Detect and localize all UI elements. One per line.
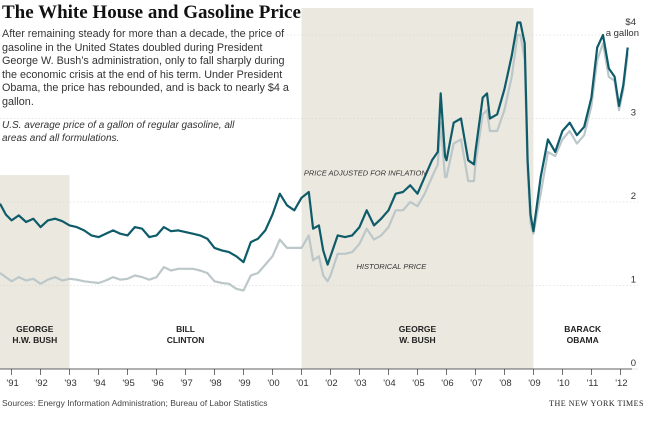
- x-tick-label: '05: [412, 378, 424, 389]
- y-tick-label: $4: [625, 17, 636, 28]
- chart-title: The White House and Gasoline Prices: [2, 2, 309, 23]
- presidency-shade: [301, 8, 534, 369]
- x-tick-label: '91: [6, 378, 18, 389]
- x-tick-label: '94: [93, 378, 105, 389]
- x-tick-label: '97: [180, 378, 192, 389]
- x-tick-label: '02: [325, 378, 337, 389]
- x-tick-label: '11: [587, 378, 599, 389]
- chart-caption: U.S. average price of a gallon of regula…: [2, 120, 235, 144]
- x-tick-label: '92: [35, 378, 47, 389]
- x-tick-label: '06: [441, 378, 453, 389]
- x-tick-label: '07: [470, 378, 482, 389]
- y-tick-label: 3: [631, 108, 636, 119]
- series-annotation: HISTORICAL PRICE: [357, 262, 428, 271]
- presidency-label: BARACK: [564, 324, 602, 334]
- x-tick-label: '96: [151, 378, 163, 389]
- x-tick-label: '09: [528, 378, 540, 389]
- y-unit-label: a gallon: [606, 28, 639, 39]
- y-tick-label: 1: [631, 275, 636, 286]
- x-tick-label: '99: [238, 378, 250, 389]
- presidency-label: OBAMA: [567, 335, 599, 345]
- presidency-shade: [0, 175, 70, 369]
- x-tick-label: '95: [122, 378, 134, 389]
- x-tick-label: '12: [615, 378, 627, 389]
- series-annotation: PRICE ADJUSTED FOR INFLATION: [304, 168, 428, 177]
- presidency-label: BILL: [176, 324, 195, 334]
- presidency-label: H.W. BUSH: [12, 335, 57, 345]
- inflation-adjusted-line: [0, 21, 629, 266]
- y-tick-label: 0: [631, 358, 636, 369]
- x-tick-label: '93: [64, 378, 76, 389]
- chart-subtitle: After remaining steady for more than a d…: [2, 28, 289, 108]
- x-tick-label: '08: [499, 378, 511, 389]
- x-tick-label: '98: [209, 378, 221, 389]
- y-tick-label: 2: [631, 191, 636, 202]
- x-tick-label: '03: [354, 378, 366, 389]
- presidency-label: CLINTON: [167, 335, 205, 345]
- publisher-credit: THE NEW YORK TIMES: [549, 399, 644, 408]
- presidency-label: W. BUSH: [399, 335, 435, 345]
- x-tick-label: '10: [557, 378, 569, 389]
- x-tick-label: '00: [267, 378, 279, 389]
- chart-source: Sources: Energy Information Administrati…: [2, 398, 268, 408]
- x-tick-label: '01: [296, 378, 308, 389]
- presidency-label: GEORGE: [399, 324, 437, 334]
- x-tick-label: '04: [383, 378, 395, 389]
- presidency-label: GEORGE: [16, 324, 54, 334]
